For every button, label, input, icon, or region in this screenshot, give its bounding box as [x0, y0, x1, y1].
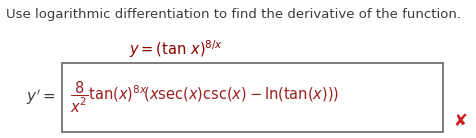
Text: $y = (\mathrm{tan}\ x)^{8/x}$: $y = (\mathrm{tan}\ x)^{8/x}$ [129, 38, 223, 60]
Text: $y' =$: $y' =$ [26, 88, 56, 107]
Text: Use logarithmic differentiation to find the derivative of the function.: Use logarithmic differentiation to find … [6, 8, 461, 21]
FancyBboxPatch shape [62, 63, 443, 132]
Text: ✘: ✘ [454, 112, 468, 130]
Text: $\dfrac{8}{x^2}\tan(x)^{8x}\!\left(x\sec(x)\csc(x) - \ln\!\left(\tan(x)\right)\r: $\dfrac{8}{x^2}\tan(x)^{8x}\!\left(x\sec… [70, 80, 339, 115]
